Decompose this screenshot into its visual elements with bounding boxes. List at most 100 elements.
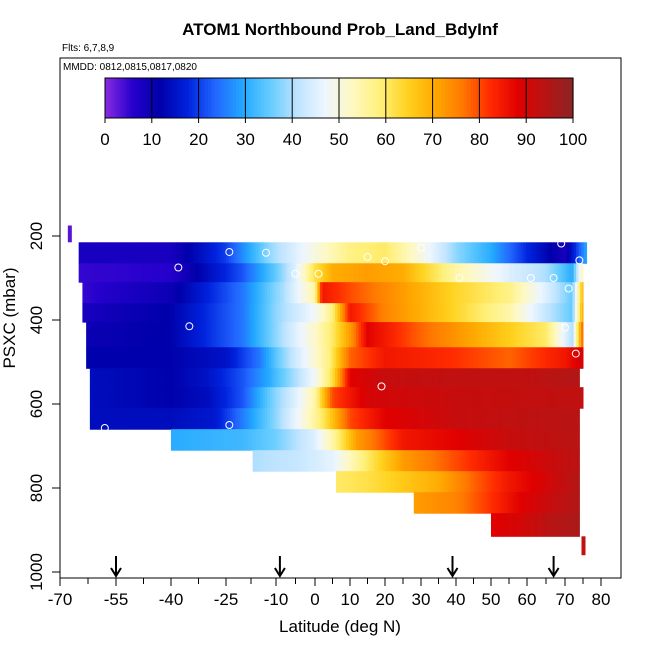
- heatmap-cell: [416, 322, 420, 348]
- heatmap-cell: [197, 368, 201, 388]
- heatmap-cell: [436, 471, 439, 493]
- heatmap-cell: [529, 408, 533, 430]
- heatmap-cell: [423, 492, 427, 514]
- heatmap-cell: [101, 347, 105, 369]
- heatmap-cell: [526, 471, 529, 493]
- heatmap-cell: [462, 282, 466, 304]
- heatmap-cell: [361, 429, 364, 451]
- heatmap-cell: [297, 387, 301, 409]
- heatmap-cell: [83, 263, 87, 283]
- heatmap-cell: [498, 471, 502, 493]
- heatmap-cell: [272, 368, 276, 388]
- heatmap-cell: [97, 387, 101, 409]
- heatmap-cell: [394, 282, 398, 304]
- heatmap-cell: [137, 303, 141, 323]
- heatmap-cell: [91, 322, 95, 348]
- heatmap-cell: [441, 471, 444, 493]
- heatmap-cell: [154, 368, 158, 388]
- heatmap-cell: [228, 347, 232, 369]
- heatmap-cell: [393, 347, 397, 369]
- heatmap-cell: [577, 450, 580, 472]
- heatmap-cell: [171, 242, 175, 264]
- colorbar-cell: [142, 78, 147, 118]
- heatmap-cell: [251, 429, 254, 451]
- heatmap-cell: [147, 282, 151, 304]
- heatmap-cell: [546, 513, 549, 537]
- heatmap-cell: [151, 242, 155, 264]
- heatmap-cell: [284, 368, 288, 388]
- heatmap-cell: [254, 282, 258, 304]
- heatmap-row: [78, 242, 588, 264]
- colorbar-cell: [388, 78, 393, 118]
- heatmap-cell: [302, 408, 306, 430]
- colorbar-cell: [526, 78, 530, 118]
- heatmap-cell: [216, 242, 220, 264]
- heatmap-cell: [344, 408, 348, 430]
- heatmap-cell: [466, 347, 470, 369]
- heatmap-cell: [274, 282, 278, 304]
- heatmap-cell: [379, 303, 383, 323]
- heatmap-cell: [167, 282, 171, 304]
- heatmap-cell: [388, 429, 392, 451]
- heatmap-cell: [499, 303, 503, 323]
- heatmap-cell: [523, 242, 527, 264]
- heatmap-cell: [363, 429, 367, 451]
- heatmap-cell: [222, 303, 226, 323]
- colorbar-cell: [170, 78, 175, 118]
- heatmap-cell: [561, 471, 564, 493]
- heatmap-cell: [556, 492, 560, 514]
- heatmap-cell: [338, 471, 342, 493]
- heatmap-cell: [92, 282, 96, 304]
- heatmap-cell: [411, 263, 415, 283]
- heatmap-cell: [227, 282, 231, 304]
- heatmap-cell: [426, 322, 430, 348]
- heatmap-cell: [358, 471, 362, 493]
- heatmap-cell: [477, 303, 481, 323]
- heatmap-cell: [284, 387, 288, 409]
- heatmap-cell: [474, 387, 478, 409]
- heatmap-cell: [571, 429, 574, 451]
- heatmap-cell: [554, 303, 558, 323]
- heatmap-cell: [293, 347, 297, 369]
- heatmap-cell: [303, 322, 307, 348]
- colorbar-cell: [507, 78, 512, 118]
- heatmap-cell: [375, 450, 379, 472]
- heatmap-cell: [137, 368, 141, 388]
- colorbar-cell: [264, 78, 268, 118]
- heatmap-cell: [244, 303, 248, 323]
- heatmap-cell: [497, 368, 501, 388]
- heatmap-cell: [553, 513, 557, 537]
- heatmap-cell: [433, 263, 437, 283]
- heatmap-cell: [516, 263, 520, 283]
- heatmap-cell: [464, 387, 468, 409]
- heatmap-cell: [221, 347, 225, 369]
- heatmap-cell: [132, 282, 136, 304]
- heatmap-cell: [513, 242, 517, 264]
- heatmap-cell: [107, 368, 111, 388]
- heatmap-cell: [509, 368, 513, 388]
- colorbar-cell: [301, 78, 306, 118]
- heatmap-cell: [189, 387, 193, 409]
- heatmap-cell: [347, 408, 351, 430]
- heatmap-cell: [352, 387, 356, 409]
- colorbar-cell: [220, 78, 225, 118]
- heatmap-cell: [167, 408, 171, 430]
- heatmap-cell: [477, 408, 481, 430]
- heatmap-cell: [551, 429, 554, 451]
- heatmap-cell: [411, 347, 415, 369]
- heatmap-cell: [408, 471, 412, 493]
- heatmap-cell: [533, 429, 537, 451]
- heatmap-cell: [377, 408, 381, 430]
- heatmap-cell: [529, 303, 533, 323]
- heatmap-cell: [399, 282, 403, 304]
- heatmap-cell: [421, 347, 425, 369]
- heatmap-cell: [462, 303, 466, 323]
- heatmap-cell: [544, 368, 548, 388]
- heatmap-cell: [463, 429, 467, 451]
- heatmap-cell: [377, 368, 381, 388]
- heatmap-cell: [294, 387, 298, 409]
- heatmap-cell: [343, 263, 347, 283]
- heatmap-cell: [419, 368, 423, 388]
- heatmap-cell: [558, 513, 562, 537]
- heatmap-cell: [388, 242, 392, 264]
